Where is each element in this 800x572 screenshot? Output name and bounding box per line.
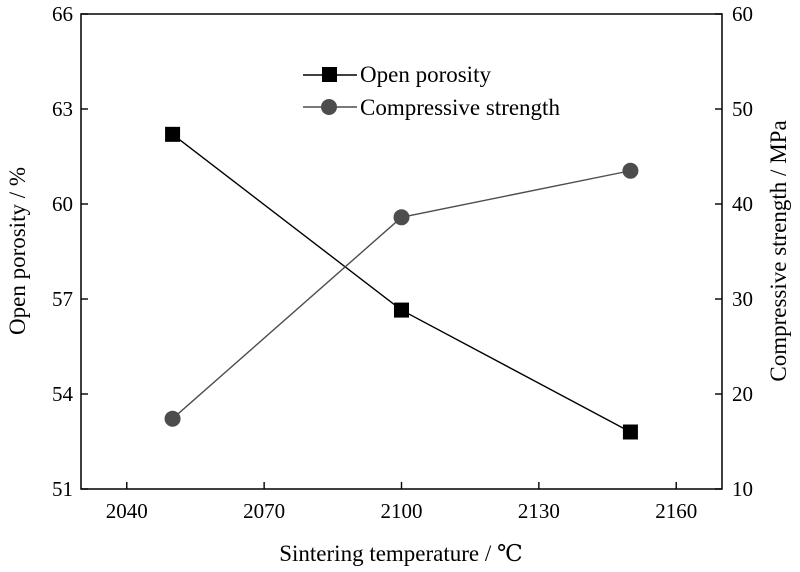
x-tick-label-2130: 2130 bbox=[518, 499, 560, 523]
legend-marker-compressive-strength bbox=[321, 99, 337, 115]
legend-marker-open-porosity bbox=[322, 67, 337, 82]
left-tick-label-60: 60 bbox=[52, 192, 73, 216]
right-tick-label-60: 60 bbox=[732, 2, 753, 26]
legend-item-open-porosity: Open porosity bbox=[303, 62, 491, 87]
x-tick-label-2070: 2070 bbox=[243, 499, 285, 523]
left-axis-title: Open porosity / % bbox=[5, 167, 30, 335]
x-tick-label-2160: 2160 bbox=[655, 499, 697, 523]
left-tick-label-54: 54 bbox=[52, 382, 74, 406]
series-line-open-porosity bbox=[172, 133, 631, 433]
legend-label-open-porosity: Open porosity bbox=[360, 62, 491, 87]
point-compressive-strength-2100 bbox=[393, 209, 410, 226]
ticks-layer: 2040 2070 2100 2130 2160 51 54 57 60 63 66 10 20 30 40… bbox=[52, 2, 753, 523]
left-tick-label-66: 66 bbox=[52, 2, 73, 26]
left-tick-label-57: 57 bbox=[52, 287, 73, 311]
point-compressive-strength-2050 bbox=[164, 410, 181, 427]
right-tick-label-10: 10 bbox=[732, 477, 753, 501]
point-open-porosity-2100 bbox=[394, 302, 409, 318]
x-tick-label-2040: 2040 bbox=[106, 499, 148, 523]
right-axis-title: Compressive strength / MPa bbox=[766, 120, 791, 381]
left-tick-label-51: 51 bbox=[52, 477, 73, 501]
x-axis-title: Sintering temperature / ℃ bbox=[279, 541, 523, 566]
x-tick-label-2100: 2100 bbox=[381, 499, 423, 523]
legend-label-compressive-strength: Compressive strength bbox=[360, 95, 560, 120]
point-compressive-strength-2150 bbox=[622, 162, 639, 179]
point-open-porosity-2150 bbox=[622, 424, 638, 440]
right-tick-label-20: 20 bbox=[732, 382, 753, 406]
right-tick-label-30: 30 bbox=[732, 287, 753, 311]
plot-frame bbox=[80, 13, 723, 490]
legend: Open porosity Compressive strength bbox=[303, 62, 560, 120]
point-open-porosity-2050 bbox=[165, 126, 181, 142]
series-layer bbox=[164, 126, 639, 440]
legend-item-compressive-strength: Compressive strength bbox=[303, 95, 560, 120]
series-line-compressive-strength bbox=[172, 170, 631, 420]
right-tick-label-50: 50 bbox=[732, 97, 753, 121]
right-tick-label-40: 40 bbox=[732, 192, 753, 216]
left-tick-label-63: 63 bbox=[52, 97, 73, 121]
